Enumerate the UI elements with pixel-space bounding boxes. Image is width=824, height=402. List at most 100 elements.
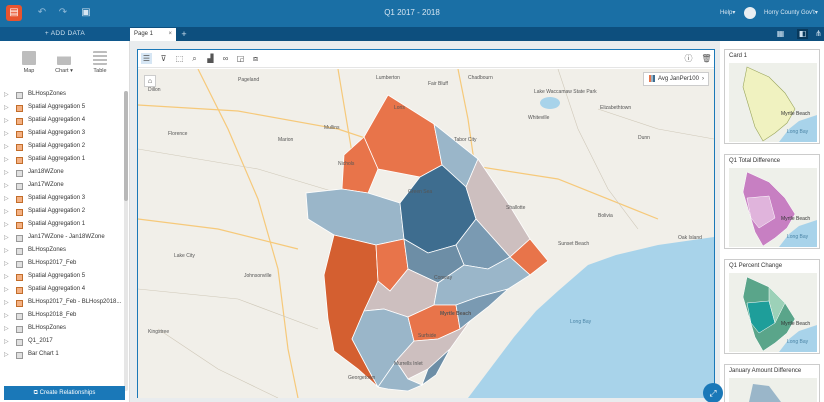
delete-icon[interactable]: 🗑 <box>701 54 712 63</box>
side-card-city-label: Myrtle Beach <box>781 216 811 222</box>
layer-item[interactable]: ▷ BLHospZones <box>0 323 124 336</box>
dataset-icon <box>16 339 23 346</box>
aggregation-layer-icon <box>16 144 23 151</box>
layer-item[interactable]: ▷ BLHospZones <box>0 89 124 102</box>
table-icon <box>93 51 107 65</box>
tab-page-1-label: Page 1 <box>134 31 154 37</box>
redo-icon[interactable]: ↷ <box>58 7 68 18</box>
layer-item[interactable]: ▷ Jan18WZone <box>0 167 124 180</box>
chevron-right-icon[interactable]: ▷ <box>4 196 9 202</box>
chevron-right-icon[interactable]: ▷ <box>4 261 9 267</box>
chevron-right-icon[interactable]: ▷ <box>4 118 9 124</box>
layer-item[interactable]: ▷ BLHosp2018_Feb <box>0 310 124 323</box>
expand-card-button[interactable]: ⤢ <box>703 383 723 402</box>
chevron-right-icon[interactable]: ▷ <box>4 313 9 319</box>
grid-layout-icon[interactable]: ▦ <box>776 29 785 38</box>
legend-swatch <box>649 74 655 82</box>
chevron-right-icon[interactable]: ▷ <box>4 209 9 215</box>
side-card-title: Q1 Percent Change <box>729 263 783 269</box>
chevron-right-icon[interactable]: ▷ <box>4 157 9 163</box>
chart-viz-button[interactable]: Chart ▾ <box>49 51 79 74</box>
avatar[interactable] <box>744 7 756 19</box>
layer-item[interactable]: ▷ Spatial Aggregation 3 <box>0 193 124 206</box>
map-label-chadbourn: Chadbourn <box>468 75 493 81</box>
side-card-map <box>729 378 817 402</box>
chevron-right-icon[interactable]: ▷ <box>4 105 9 111</box>
chevron-right-icon[interactable]: ▷ <box>4 144 9 150</box>
select-icon[interactable]: ⬚ <box>175 54 184 63</box>
legend-layer-toggle[interactable]: Avg JanPer100 › <box>643 72 709 86</box>
close-icon[interactable]: × <box>168 31 172 37</box>
map-view[interactable]: Loris Tabor City Conway Myrtle Beach Lon… <box>138 69 714 398</box>
layer-item[interactable]: ▷ Spatial Aggregation 3 <box>0 128 124 141</box>
layer-item[interactable]: ▷ Spatial Aggregation 4 <box>0 115 124 128</box>
add-page-button[interactable]: + <box>181 29 187 39</box>
aggregation-layer-icon <box>16 105 23 112</box>
layer-item[interactable]: ▷ Bar Chart 1 <box>0 349 124 362</box>
side-card-q1-total-difference[interactable]: Q1 Total Difference Myrtle Beach Long Ba… <box>724 154 820 249</box>
layer-name: Spatial Aggregation 1 <box>28 221 86 227</box>
analysis-icon[interactable]: ▟ <box>207 54 214 63</box>
aggregation-layer-icon <box>16 209 23 216</box>
chevron-right-icon[interactable]: ▷ <box>4 287 9 293</box>
save-icon[interactable]: ▣ <box>81 7 91 18</box>
dataset-icon <box>16 235 23 242</box>
chevron-right-icon[interactable]: ▷ <box>4 274 9 280</box>
chevron-right-icon[interactable]: ▷ <box>4 183 9 189</box>
layer-name: Spatial Aggregation 2 <box>28 143 86 149</box>
chevron-right-icon[interactable]: ▷ <box>4 248 9 254</box>
chevron-right-icon[interactable]: ▷ <box>4 92 9 98</box>
add-data-button[interactable]: + ADD DATA <box>0 27 130 41</box>
side-card-title: Card 1 <box>729 53 748 59</box>
layer-item[interactable]: ▷ Q1_2017 <box>0 336 124 349</box>
chevron-right-icon[interactable]: ▷ <box>4 300 9 306</box>
user-menu[interactable]: Horry County Gov't▾ <box>764 10 818 16</box>
share-icon[interactable]: ⋔ <box>815 29 822 38</box>
chevron-right-icon[interactable]: ▷ <box>4 235 9 241</box>
layer-item[interactable]: ▷ Spatial Aggregation 5 <box>0 271 124 284</box>
side-card-q1-percent-change[interactable]: Q1 Percent Change Myrtle Beach Long Bay <box>724 259 820 354</box>
home-icon[interactable]: ⌂ <box>144 75 156 87</box>
map-viz-button[interactable]: Map <box>14 51 44 74</box>
flip-card-icon[interactable]: ⧈ <box>252 54 259 63</box>
legend-icon[interactable]: ☰ <box>141 53 152 64</box>
layer-item[interactable]: ▷ Spatial Aggregation 1 <box>0 219 124 232</box>
layer-item[interactable]: ▷ BLHosp2017_Feb <box>0 258 124 271</box>
layer-item[interactable]: ▷ Jan17WZone - Jan18WZone <box>0 232 124 245</box>
chevron-right-icon[interactable]: ▷ <box>4 326 9 332</box>
layer-item[interactable]: ▷ BLHosp2017_Feb - BLHosp2018... <box>0 297 124 310</box>
help-menu[interactable]: Help▾ <box>720 10 736 16</box>
dataset-icon <box>16 326 23 333</box>
layer-item[interactable]: ▷ Spatial Aggregation 1 <box>0 154 124 167</box>
chevron-right-icon[interactable]: ▷ <box>4 131 9 137</box>
layer-item[interactable]: ▷ Spatial Aggregation 5 <box>0 102 124 115</box>
theme-icon[interactable]: ◧ <box>797 29 808 39</box>
layer-item[interactable]: ▷ Spatial Aggregation 2 <box>0 206 124 219</box>
map-card[interactable]: ☰ ⊽ ⬚ ⌕ ▟ ∞ ◲ ⧈ ⓘ 🗑 <box>137 49 715 398</box>
scrollbar-thumb[interactable] <box>124 91 128 201</box>
find-answers-icon[interactable]: ◲ <box>236 54 245 63</box>
table-viz-button[interactable]: Table <box>85 51 115 74</box>
zoom-icon[interactable]: ⌕ <box>192 54 197 63</box>
layer-list-scrollbar[interactable] <box>124 91 128 391</box>
layer-item[interactable]: ▷ Jan17WZone <box>0 180 124 193</box>
undo-icon[interactable]: ↶ <box>37 7 47 18</box>
insights-logo-icon[interactable]: ▤ <box>6 5 22 21</box>
map-label-marion: Marion <box>278 137 294 143</box>
chevron-right-icon[interactable]: ▷ <box>4 222 9 228</box>
dataset-icon <box>16 352 23 359</box>
side-card-1[interactable]: Card 1 Myrtle Beach Long Bay <box>724 49 820 144</box>
tab-page-1[interactable]: Page 1 × <box>130 28 176 41</box>
chevron-right-icon[interactable]: ▷ <box>4 352 9 358</box>
info-icon[interactable]: ⓘ <box>684 54 693 63</box>
map-label-surfside: Surfside <box>418 333 437 339</box>
link-layers-icon[interactable]: ∞ <box>222 54 229 63</box>
layer-item[interactable]: ▷ Spatial Aggregation 4 <box>0 284 124 297</box>
filter-icon[interactable]: ⊽ <box>160 54 167 63</box>
layer-item[interactable]: ▷ BLHospZones <box>0 245 124 258</box>
create-relationships-button[interactable]: ⧉ Create Relationships <box>4 386 125 400</box>
side-card-january-amount-difference[interactable]: January Amount Difference <box>724 364 820 402</box>
layer-item[interactable]: ▷ Spatial Aggregation 2 <box>0 141 124 154</box>
chevron-right-icon[interactable]: ▷ <box>4 170 9 176</box>
chevron-right-icon[interactable]: ▷ <box>4 339 9 345</box>
